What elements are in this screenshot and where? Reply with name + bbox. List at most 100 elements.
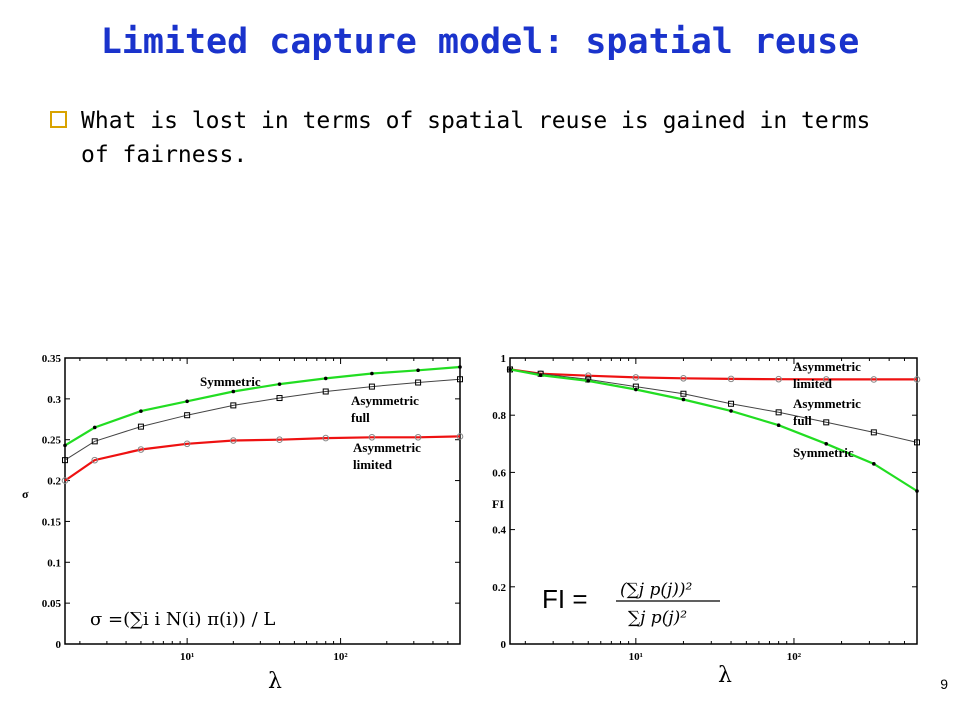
- data-point: [368, 383, 375, 390]
- y-tick-label: 0.2: [47, 476, 61, 488]
- data-point: [322, 388, 329, 395]
- label-asymmetric-full-line1: Asymmetric: [793, 396, 861, 411]
- data-point: [63, 443, 67, 448]
- y-tick-label: 0.2: [492, 582, 506, 594]
- data-point: [680, 375, 687, 382]
- data-point: [456, 433, 464, 440]
- data-point: [322, 434, 330, 442]
- data-point: [416, 368, 420, 373]
- data-point: [776, 423, 781, 428]
- fairness-index-chart: 0 0.2 0.4 0.6 0.8 1 10¹ 10² Asymmetric limited …: [492, 353, 921, 688]
- fi-formula-lhs: FI =: [542, 584, 588, 614]
- data-point: [680, 390, 687, 397]
- right-series-labels: Asymmetric limited Asymmetric full Symme…: [793, 359, 861, 460]
- data-point: [276, 436, 283, 444]
- data-point: [586, 379, 591, 383]
- data-point: [92, 425, 97, 430]
- series-line: [509, 368, 918, 443]
- label-asymmetric-limited-line2: limited: [793, 376, 833, 391]
- fi-formula-denominator: ∑j p(j)²: [628, 608, 687, 628]
- data-point: [824, 442, 829, 446]
- data-point: [914, 439, 920, 446]
- bullet-text: What is lost in terms of spatial reuse i…: [81, 108, 871, 168]
- spatial-reuse-chart: 0 0.05 0.1 0.15 0.2 0.25 0.3 0.35 10¹ 10² Symmetr…: [22, 353, 464, 694]
- data-point: [822, 376, 830, 383]
- data-point: [137, 423, 144, 430]
- x-axis-label: λ: [268, 669, 282, 694]
- data-point: [632, 374, 640, 381]
- y-tick-label: 0.05: [42, 598, 62, 610]
- y-tick-label: 0.15: [42, 516, 62, 528]
- x-tick-label: 10¹: [629, 651, 643, 663]
- data-point: [368, 433, 376, 441]
- label-symmetric: Symmetric: [200, 374, 261, 389]
- page-number: 9: [940, 676, 948, 692]
- data-point: [584, 372, 592, 380]
- y-tick-label: 0.8: [492, 410, 506, 422]
- label-asymmetric-full-line2: full: [351, 410, 370, 425]
- label-asymmetric-limited-line1: Asymmetric: [793, 359, 861, 374]
- x-tick-label: 10¹: [180, 651, 194, 663]
- data-point: [415, 379, 422, 386]
- y-tick-label: 0: [56, 639, 62, 651]
- data-point: [184, 412, 191, 419]
- data-point: [728, 400, 735, 407]
- data-point: [414, 433, 422, 441]
- series-line: [64, 378, 461, 461]
- data-point: [137, 446, 145, 453]
- data-point: [230, 402, 237, 409]
- data-point: [727, 375, 735, 383]
- label-asymmetric-limited-line1: Asymmetric: [353, 440, 421, 455]
- data-point: [634, 387, 638, 392]
- left-series-labels: Symmetric Asymmetric full Asymmetric lim…: [200, 374, 421, 472]
- data-point: [370, 371, 374, 376]
- y-axis-label: FI: [492, 497, 504, 511]
- x-tick-label: 10²: [787, 651, 802, 663]
- data-point: [230, 437, 237, 444]
- data-point: [457, 376, 463, 383]
- data-point: [872, 462, 876, 466]
- data-point: [62, 457, 68, 464]
- data-point: [277, 382, 282, 386]
- y-axis-label: σ: [22, 487, 29, 501]
- y-tick-label: 0.6: [492, 467, 506, 479]
- y-tick-label: 0.4: [492, 525, 506, 537]
- data-point: [681, 397, 686, 402]
- data-point: [323, 376, 328, 381]
- series-line: [509, 368, 918, 492]
- label-asymmetric-full-line2: full: [793, 413, 812, 428]
- y-tick-label: 0.25: [42, 435, 62, 447]
- data-point: [231, 389, 236, 394]
- data-point: [139, 409, 143, 413]
- y-tick-label: 0.1: [47, 557, 61, 569]
- label-symmetric: Symmetric: [793, 445, 854, 460]
- data-point: [823, 419, 830, 426]
- fi-formula-numerator: (∑j p(j))²: [620, 580, 692, 600]
- data-point: [729, 409, 733, 413]
- x-axis-label: λ: [718, 663, 732, 688]
- data-point: [458, 365, 462, 369]
- x-tick-label: 10²: [333, 651, 348, 663]
- data-point: [91, 438, 98, 445]
- data-point: [276, 395, 283, 402]
- square-bullet-icon: [50, 111, 67, 128]
- data-point: [538, 373, 543, 377]
- slide-title: Limited capture model: spatial reuse: [100, 22, 860, 62]
- data-point: [61, 477, 69, 484]
- data-point: [508, 367, 512, 372]
- series-line: [509, 368, 917, 381]
- y-tick-label: 1: [501, 353, 507, 365]
- sigma-formula: σ =(∑i i N(i) π(i)) / L: [90, 609, 275, 630]
- data-point: [91, 456, 99, 464]
- y-tick-label: 0.3: [47, 394, 61, 406]
- fi-formula: FI = (∑j p(j))² ∑j p(j)²: [542, 580, 720, 628]
- data-point: [185, 399, 189, 404]
- label-asymmetric-full-line1: Asymmetric: [351, 393, 419, 408]
- y-tick-label: 0.35: [42, 353, 62, 365]
- series-line: [64, 435, 461, 482]
- label-asymmetric-limited-line2: limited: [353, 457, 393, 472]
- plot-frame: [64, 357, 461, 645]
- bullet-item: What is lost in terms of spatial reuse i…: [50, 104, 910, 172]
- data-point: [870, 429, 877, 436]
- data-point: [870, 376, 878, 383]
